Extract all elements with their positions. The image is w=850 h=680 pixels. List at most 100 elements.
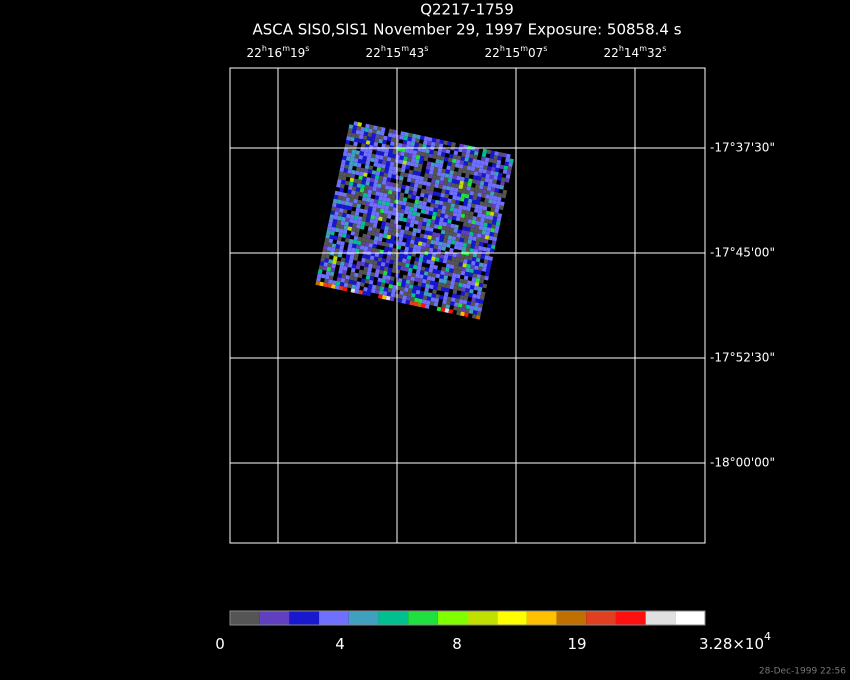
image-pixel bbox=[332, 198, 338, 204]
image-pixel bbox=[416, 285, 422, 291]
image-pixel bbox=[456, 212, 462, 218]
image-pixel bbox=[388, 169, 393, 175]
image-pixel bbox=[435, 293, 440, 299]
image-pixel bbox=[355, 170, 360, 176]
image-pixel bbox=[439, 159, 444, 165]
image-pixel bbox=[340, 163, 346, 169]
image-pixel bbox=[347, 283, 353, 289]
ra-number: 32 bbox=[647, 46, 662, 60]
image-pixel bbox=[490, 187, 496, 192]
image-pixel bbox=[441, 283, 447, 288]
image-pixel bbox=[471, 199, 477, 205]
image-pixel bbox=[396, 187, 402, 193]
image-pixel bbox=[378, 212, 384, 218]
image-pixel bbox=[446, 222, 452, 228]
image-pixel bbox=[425, 148, 430, 154]
image-pixel bbox=[390, 137, 396, 143]
image-pixel bbox=[427, 235, 433, 240]
image-pixel bbox=[357, 236, 363, 242]
image-pixel bbox=[383, 192, 388, 198]
image-pixel bbox=[476, 310, 482, 316]
image-pixel bbox=[440, 155, 445, 161]
image-pixel bbox=[464, 312, 469, 318]
image-pixel bbox=[384, 148, 390, 153]
image-pixel bbox=[418, 200, 424, 206]
image-pixel bbox=[428, 231, 433, 236]
image-pixel bbox=[504, 161, 510, 167]
image-pixel bbox=[435, 138, 441, 144]
image-pixel bbox=[506, 170, 512, 175]
image-pixel bbox=[452, 154, 458, 160]
image-pixel bbox=[494, 228, 499, 234]
image-pixel bbox=[333, 235, 338, 241]
image-pixel bbox=[392, 186, 398, 192]
image-pixel bbox=[450, 280, 456, 286]
image-pixel bbox=[469, 248, 475, 253]
image-pixel bbox=[364, 201, 370, 207]
image-pixel bbox=[450, 260, 456, 266]
image-pixel bbox=[453, 285, 459, 291]
image-pixel bbox=[428, 268, 434, 273]
image-pixel bbox=[378, 196, 384, 201]
image-pixel bbox=[402, 254, 408, 260]
image-pixel bbox=[455, 200, 460, 205]
image-pixel bbox=[346, 132, 352, 137]
image-pixel bbox=[440, 213, 445, 218]
image-pixel bbox=[366, 213, 372, 219]
image-pixel bbox=[361, 159, 367, 165]
image-pixel bbox=[382, 233, 388, 239]
image-pixel bbox=[497, 172, 503, 178]
image-pixel bbox=[339, 265, 344, 271]
image-pixel bbox=[451, 178, 457, 184]
colorbar-swatch bbox=[348, 611, 379, 625]
image-pixel bbox=[351, 169, 356, 175]
image-pixel bbox=[495, 200, 501, 206]
image-pixel bbox=[382, 217, 387, 223]
image-pixel bbox=[405, 279, 411, 285]
image-pixel bbox=[416, 171, 422, 177]
image-pixel bbox=[419, 253, 424, 259]
image-pixel bbox=[492, 199, 497, 205]
image-pixel bbox=[452, 211, 458, 217]
image-pixel bbox=[341, 155, 347, 161]
image-pixel bbox=[381, 163, 386, 169]
image-pixel bbox=[353, 121, 359, 126]
image-pixel bbox=[407, 271, 413, 277]
image-pixel bbox=[454, 183, 460, 189]
image-pixel bbox=[381, 180, 387, 186]
dec-label: -17°52'30" bbox=[710, 351, 775, 365]
image-pixel bbox=[404, 205, 410, 211]
image-pixel bbox=[425, 165, 431, 170]
image-pixel bbox=[384, 262, 390, 268]
image-pixel bbox=[330, 247, 336, 252]
image-pixel bbox=[481, 267, 487, 272]
image-pixel bbox=[464, 234, 469, 240]
image-pixel bbox=[448, 231, 454, 237]
image-pixel bbox=[325, 270, 331, 276]
image-pixel bbox=[475, 179, 481, 185]
image-pixel bbox=[395, 269, 401, 274]
image-pixel bbox=[382, 213, 388, 219]
image-pixel bbox=[474, 265, 479, 271]
image-pixel bbox=[432, 170, 438, 176]
image-pixel bbox=[458, 184, 464, 190]
image-pixel bbox=[433, 207, 438, 213]
image-pixel bbox=[482, 185, 488, 191]
image-pixel bbox=[399, 171, 405, 177]
image-pixel bbox=[369, 239, 374, 244]
ra-unit: h bbox=[619, 44, 624, 53]
image-pixel bbox=[400, 151, 405, 157]
image-pixel bbox=[384, 242, 390, 248]
image-pixel bbox=[407, 173, 413, 179]
image-pixel bbox=[440, 192, 446, 198]
image-pixel bbox=[344, 278, 350, 284]
image-pixel bbox=[353, 141, 358, 147]
image-pixel bbox=[356, 220, 362, 225]
image-pixel bbox=[340, 220, 346, 226]
image-pixel bbox=[361, 257, 366, 263]
image-pixel bbox=[404, 209, 409, 215]
image-pixel bbox=[374, 137, 380, 143]
image-pixel bbox=[413, 301, 418, 307]
image-pixel bbox=[410, 276, 416, 282]
ra-number: 15 bbox=[386, 46, 401, 60]
